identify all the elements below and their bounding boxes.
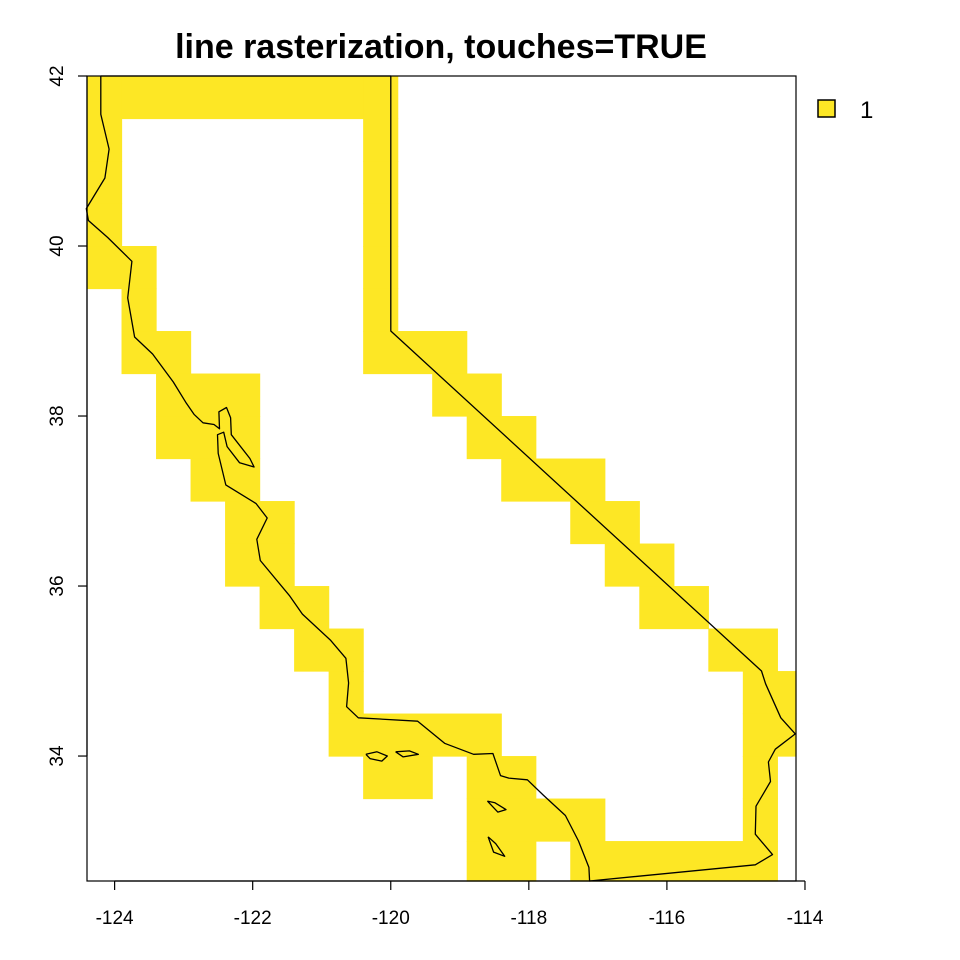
island-outline-line <box>487 836 506 857</box>
raster-cell <box>363 246 399 290</box>
chart-title: line rasterization, touches=TRUE <box>175 28 707 66</box>
island-outline-line <box>486 800 507 813</box>
raster-cell <box>639 586 709 630</box>
x-tick-label: -116 <box>649 908 686 929</box>
raster-cell <box>87 246 157 290</box>
raster-cell <box>363 203 399 247</box>
y-tick-label: 38 <box>47 405 68 426</box>
x-tick-label: -120 <box>372 908 410 929</box>
raster-cell <box>121 76 364 120</box>
x-tick-label: -114 <box>787 908 824 929</box>
raster-cell <box>294 628 364 672</box>
raster-cell <box>570 501 640 545</box>
raster-cell <box>742 713 797 757</box>
legend-label: 1 <box>860 97 873 124</box>
y-tick-label: 34 <box>47 745 68 767</box>
raster-cell <box>708 628 778 672</box>
raster-cell <box>121 331 192 375</box>
raster-cell <box>87 76 123 120</box>
raster-cell <box>328 671 364 715</box>
legend-swatch <box>817 99 836 118</box>
raster-cell <box>363 288 399 332</box>
raster-cell <box>363 76 399 120</box>
y-tick-label: 36 <box>47 575 68 596</box>
raster-cell <box>328 713 502 757</box>
raster-cell <box>87 118 123 162</box>
state-outline-line <box>85 75 796 882</box>
raster-cell <box>604 543 675 587</box>
x-tick-label: -118 <box>511 908 548 929</box>
raster-cell <box>363 161 399 205</box>
y-tick-label: 40 <box>47 235 68 256</box>
raster-cell <box>190 458 261 502</box>
raster-cell <box>87 203 123 247</box>
y-tick-label: 42 <box>47 65 68 86</box>
raster-cell <box>363 756 433 800</box>
y-axis: 34 36 38 40 42 <box>47 65 88 767</box>
raster-cell <box>432 373 502 417</box>
x-tick-label: -122 <box>234 908 272 929</box>
state-boundary-lines <box>85 75 796 882</box>
raster-cell <box>466 841 537 882</box>
raster-cell <box>156 373 261 417</box>
island-outline-line <box>395 750 420 758</box>
raster-cell <box>225 543 295 587</box>
raster-cell <box>466 416 537 460</box>
raster-cell <box>570 841 778 882</box>
raster-cell <box>742 798 778 842</box>
raster-cell <box>259 586 330 630</box>
raster-cell <box>466 756 537 800</box>
island-outline-line <box>365 751 388 762</box>
raster-cell <box>742 756 778 800</box>
raster-cell <box>466 798 606 842</box>
legend: 1 <box>817 97 873 124</box>
raster-cell <box>363 118 399 162</box>
x-axis: -124 -122 -120 -118 -116 -114 <box>96 880 824 929</box>
raster-cell <box>121 288 157 332</box>
raster-cells <box>87 76 797 882</box>
x-tick-label: -124 <box>96 908 134 929</box>
